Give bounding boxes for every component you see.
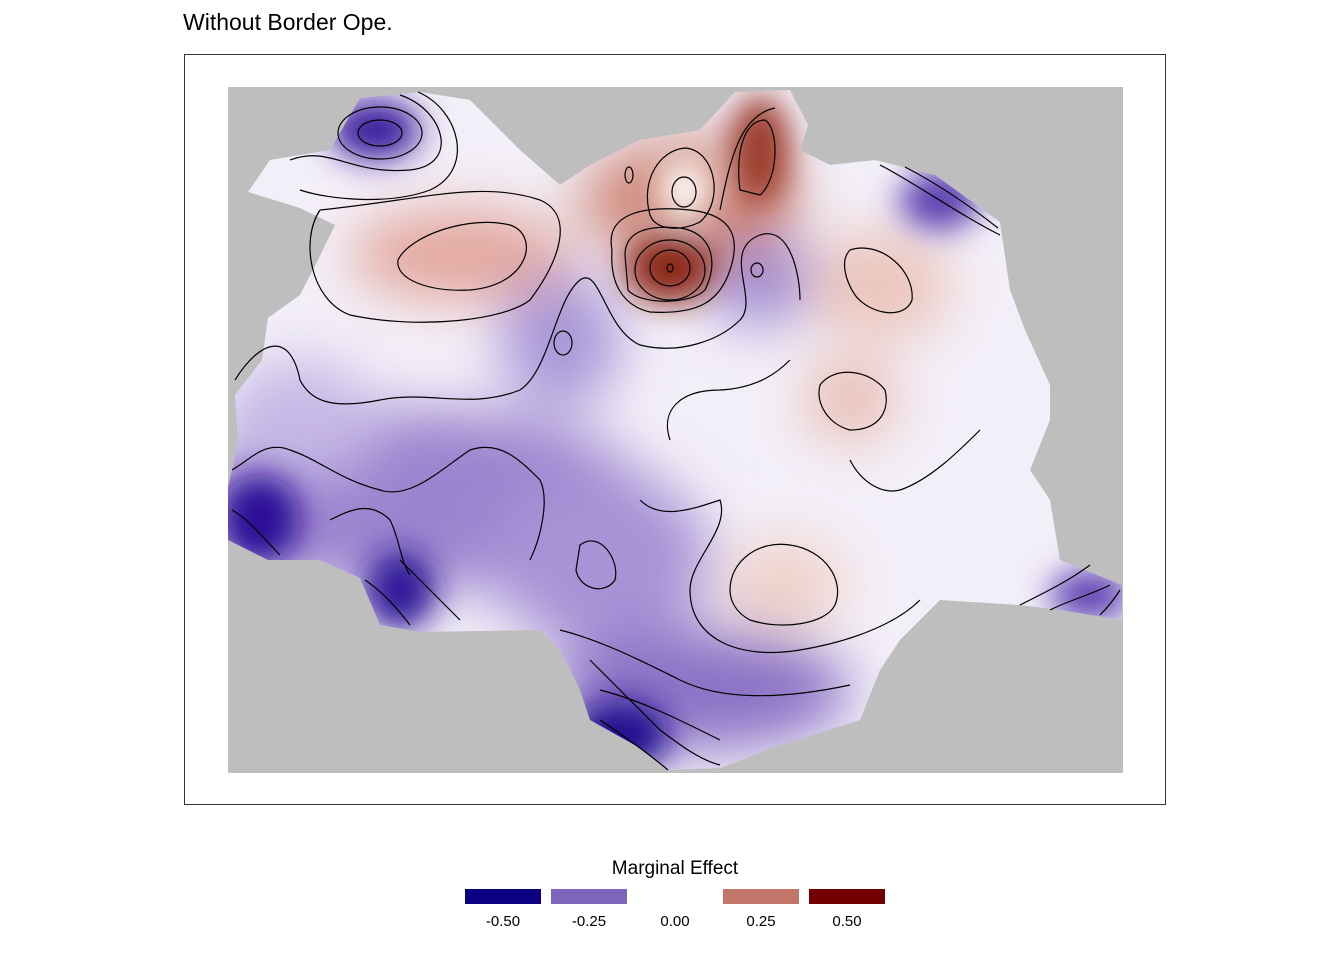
- legend-label-000: 0.00: [635, 913, 715, 930]
- legend-label-neg025: -0.25: [549, 913, 629, 930]
- legend-label-neg050: -0.50: [463, 913, 543, 930]
- legend-title: Marginal Effect: [0, 858, 1344, 880]
- legend-key-025: [723, 889, 799, 904]
- legend-label-025: 0.25: [721, 913, 801, 930]
- legend-key-000: [637, 889, 713, 904]
- legend-label-050: 0.50: [807, 913, 887, 930]
- legend-key-050: [809, 889, 885, 904]
- legend-key-neg050: [465, 889, 541, 904]
- legend-key-neg025: [551, 889, 627, 904]
